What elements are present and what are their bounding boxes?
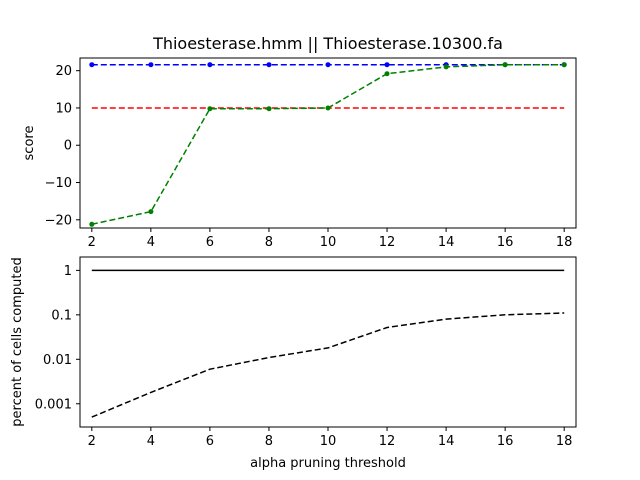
- top-x-tick-label: 12: [379, 235, 396, 250]
- bottom-y-tick-label: 0.001: [35, 397, 72, 412]
- bottom-x-tick-label: 8: [265, 434, 273, 449]
- top-x-tick-label: 16: [497, 235, 514, 250]
- top-series-2-point: [502, 62, 508, 68]
- top-series-2-point: [443, 64, 449, 70]
- bottom-x-tick-label: 10: [320, 434, 337, 449]
- top-x-tick-label: 2: [88, 235, 96, 250]
- top-series-0-point: [384, 62, 390, 68]
- top-series-0-point: [325, 62, 331, 68]
- bottom-plot-frame: [79, 256, 577, 428]
- top-series-0-point: [266, 62, 272, 68]
- top-plot: 2 4 6 8 10 12 14 16 18 −20 −10 0 10 20 score: [22, 57, 577, 250]
- top-y-tick-label: 20: [55, 64, 72, 79]
- top-series-0-point: [89, 62, 95, 68]
- top-x-tick-label: 8: [265, 235, 273, 250]
- bottom-y-ticks: 0.001 0.01 0.1 1: [35, 264, 80, 412]
- top-series-2-point: [384, 71, 390, 77]
- top-y-ticks: −20 −10 0 10 20: [45, 64, 80, 228]
- bottom-x-ticks: 2 4 6 8 10 12 14 16 18: [88, 427, 573, 449]
- top-y-axis-label: score: [22, 126, 37, 161]
- top-x-tick-label: 18: [556, 235, 573, 250]
- top-series-2-point: [266, 106, 272, 112]
- top-series-2-point: [148, 209, 154, 215]
- top-y-tick-label: 10: [55, 101, 72, 116]
- top-x-tick-label: 14: [438, 235, 455, 250]
- top-series-2-point: [89, 221, 95, 227]
- bottom-x-tick-label: 4: [147, 434, 155, 449]
- bottom-series-1-line: [91, 312, 565, 418]
- top-series-2-point: [325, 105, 331, 111]
- top-series-0-point: [207, 62, 213, 68]
- bottom-series-group: [91, 269, 565, 418]
- bottom-x-tick-label: 14: [438, 434, 455, 449]
- bottom-y-axis-label: percent of cells computed: [10, 257, 25, 426]
- top-series-2-line: [91, 63, 565, 226]
- top-series-2-point: [561, 62, 567, 68]
- bottom-x-tick-label: 16: [497, 434, 514, 449]
- top-series-group: [89, 62, 567, 227]
- top-x-tick-label: 4: [147, 235, 155, 250]
- bottom-x-tick-label: 12: [379, 434, 396, 449]
- bottom-plot: 2 4 6 8 10 12 14 16 18 0.001 0.01 0.1 1 percent of …: [10, 256, 577, 471]
- top-y-tick-label: −20: [45, 213, 72, 228]
- bottom-y-tick-label: 1: [64, 264, 72, 279]
- bottom-x-tick-label: 2: [88, 434, 96, 449]
- top-series-0-point: [148, 62, 154, 68]
- top-x-tick-label: 6: [206, 235, 214, 250]
- top-x-ticks: 2 4 6 8 10 12 14 16 18: [88, 228, 573, 250]
- top-y-tick-label: 0: [64, 139, 72, 154]
- bottom-x-tick-label: 18: [556, 434, 573, 449]
- top-plot-frame: [79, 57, 577, 229]
- bottom-y-tick-label: 0.1: [51, 308, 72, 323]
- bottom-x-axis-label: alpha pruning threshold: [250, 456, 406, 471]
- top-y-tick-label: −10: [45, 176, 72, 191]
- top-x-tick-label: 10: [320, 235, 337, 250]
- bottom-x-tick-label: 6: [206, 434, 214, 449]
- bottom-y-tick-label: 0.01: [43, 353, 72, 368]
- top-series-2-point: [207, 106, 213, 112]
- chart-title: Thioesterase.hmm || Thioesterase.10300.f…: [152, 34, 503, 53]
